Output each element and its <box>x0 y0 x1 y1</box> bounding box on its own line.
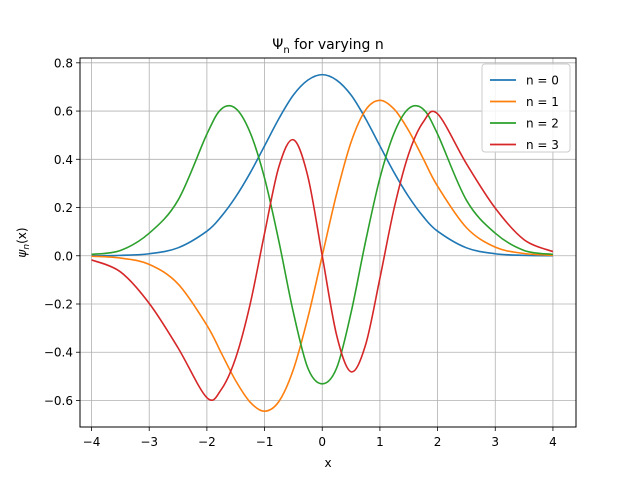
legend-box <box>481 63 571 153</box>
series-line-n2 <box>91 104 554 385</box>
series-line-n0 <box>91 73 553 257</box>
x-tick-label: 3 <box>491 435 499 449</box>
title-main: Ψ <box>272 37 283 53</box>
series-line-n3 <box>91 110 554 402</box>
y-tick-label: −0.6 <box>44 394 73 408</box>
y-tick-label: 0.6 <box>54 105 73 119</box>
legend-label: n = 3 <box>526 138 559 152</box>
chart-title: Ψn for varying n <box>272 37 383 56</box>
x-tick-label: 0 <box>318 435 326 449</box>
y-axis-ticks: −0.6 −0.4 −0.2 0.0 0.2 0.4 0.6 0.8 <box>44 56 80 408</box>
x-tick-label: 4 <box>549 435 557 449</box>
x-tick-label: −2 <box>198 435 216 449</box>
series-lines <box>91 73 554 412</box>
y-tick-label: −0.4 <box>44 346 73 360</box>
y-label-main: ψ <box>15 249 29 258</box>
y-tick-label: 0.8 <box>54 56 73 70</box>
y-label-rest: (x) <box>15 227 29 243</box>
legend: n = 0 n = 1 n = 2 n = 3 <box>481 63 571 153</box>
y-tick-label: 0.4 <box>54 153 73 167</box>
x-tick-label: 1 <box>376 435 384 449</box>
y-label-subscript: n <box>22 244 32 250</box>
x-tick-label: −4 <box>83 435 101 449</box>
plot-frame <box>79 57 577 428</box>
y-axis-label: ψn(x) <box>15 227 32 257</box>
y-tick-label: −0.2 <box>44 298 73 312</box>
x-tick-label: −1 <box>256 435 274 449</box>
y-tick-label: 0.0 <box>54 249 73 263</box>
legend-label: n = 0 <box>526 74 559 88</box>
x-tick-label: −3 <box>140 435 158 449</box>
title-subscript: n <box>283 45 289 56</box>
legend-label: n = 1 <box>526 95 559 109</box>
y-tick-label: 0.2 <box>54 201 73 215</box>
x-tick-label: 2 <box>434 435 442 449</box>
title-rest: for varying n <box>290 37 384 53</box>
x-axis-label: x <box>324 456 331 470</box>
x-axis-ticks: −4 −3 −2 −1 0 1 2 3 4 <box>83 427 557 449</box>
legend-label: n = 2 <box>526 117 559 131</box>
